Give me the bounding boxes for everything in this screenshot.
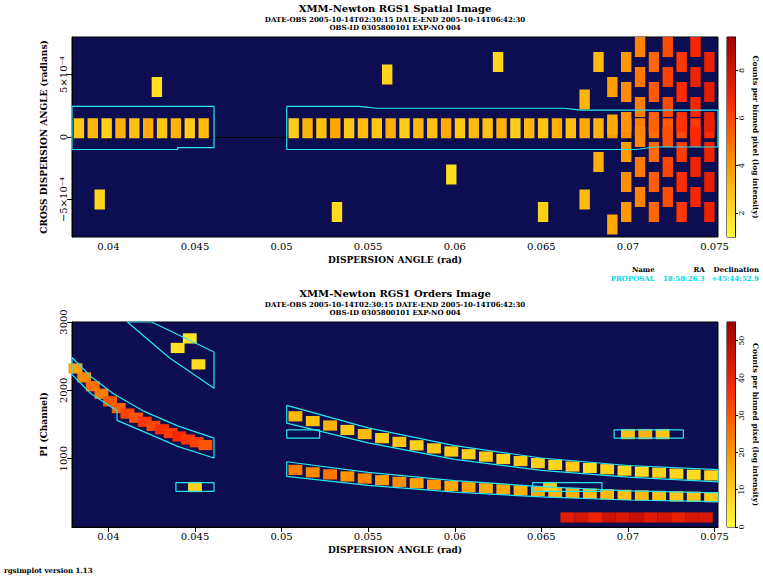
svg-text:DATE-OBS 2005-10-14T02:30:15 D: DATE-OBS 2005-10-14T02:30:15 DATE-END 20…	[264, 300, 526, 309]
svg-text:XMM-Newton RGS1 Spatial Image: XMM-Newton RGS1 Spatial Image	[299, 3, 492, 14]
svg-text:5×10⁻⁴: 5×10⁻⁴	[58, 56, 69, 93]
svg-text:0.05: 0.05	[270, 241, 292, 252]
svg-text:DATE-OBS 2005-10-14T02:30:15 D: DATE-OBS 2005-10-14T02:30:15 DATE-END 20…	[264, 15, 526, 24]
svg-text:1000: 1000	[58, 446, 69, 471]
svg-text:2: 2	[737, 211, 746, 216]
svg-text:DISPERSION ANGLE (rad): DISPERSION ANGLE (rad)	[328, 255, 462, 265]
svg-text:0.055: 0.055	[354, 241, 383, 252]
svg-text:10: 10	[737, 485, 746, 495]
svg-text:rgsimplot version 1.13: rgsimplot version 1.13	[4, 566, 93, 575]
svg-text:0.045: 0.045	[181, 241, 210, 252]
svg-text:0.05: 0.05	[270, 531, 292, 542]
svg-text:0.06: 0.06	[444, 241, 466, 252]
svg-text:8: 8	[737, 68, 746, 73]
svg-text:40: 40	[737, 373, 746, 383]
svg-text:20: 20	[737, 447, 746, 457]
svg-text:4: 4	[737, 163, 746, 168]
svg-text:OBS-ID 0305800101 EXP-NO 004: OBS-ID 0305800101 EXP-NO 004	[329, 23, 460, 32]
svg-text:DISPERSION ANGLE (rad): DISPERSION ANGLE (rad)	[328, 545, 462, 555]
svg-text:+45:44:52.9: +45:44:52.9	[711, 274, 759, 283]
svg-text:0.075: 0.075	[700, 241, 729, 252]
svg-text:XMM-Newton RGS1 Orders Image: XMM-Newton RGS1 Orders Image	[299, 288, 491, 299]
svg-text:−5×10⁻⁴: −5×10⁻⁴	[58, 177, 69, 222]
svg-text:Counts per binned pixel (log i: Counts per binned pixel (log intensity)	[751, 56, 760, 219]
svg-text:0.055: 0.055	[354, 531, 383, 542]
svg-text:18:58:26.3: 18:58:26.3	[663, 274, 705, 283]
svg-text:6: 6	[737, 115, 746, 120]
svg-text:0.045: 0.045	[181, 531, 210, 542]
svg-text:0.07: 0.07	[617, 241, 639, 252]
svg-text:RA: RA	[693, 265, 705, 274]
svg-text:0: 0	[737, 524, 746, 529]
svg-text:50: 50	[737, 336, 746, 346]
svg-text:OBS-ID 0305800101 EXP-NO 004: OBS-ID 0305800101 EXP-NO 004	[329, 308, 460, 317]
svg-text:PROPOSAL: PROPOSAL	[611, 274, 655, 283]
svg-text:0.04: 0.04	[97, 531, 119, 542]
svg-text:0.04: 0.04	[97, 241, 119, 252]
svg-text:CROSS DISPERSION ANGLE (radian: CROSS DISPERSION ANGLE (radians)	[39, 40, 49, 233]
svg-text:0.07: 0.07	[617, 531, 639, 542]
svg-text:Name: Name	[632, 265, 655, 274]
svg-text:0: 0	[58, 134, 69, 140]
svg-text:0.065: 0.065	[527, 531, 556, 542]
svg-text:0.065: 0.065	[527, 241, 556, 252]
svg-text:2000: 2000	[58, 378, 69, 403]
svg-text:Counts per binned pixel (log i: Counts per binned pixel (log intensity)	[751, 343, 760, 506]
svg-text:3000: 3000	[58, 309, 69, 334]
svg-text:PI (Channel): PI (Channel)	[39, 392, 49, 456]
svg-text:30: 30	[737, 410, 746, 420]
svg-text:0.075: 0.075	[700, 531, 729, 542]
svg-text:Declination: Declination	[714, 265, 759, 274]
svg-text:0.06: 0.06	[444, 531, 466, 542]
